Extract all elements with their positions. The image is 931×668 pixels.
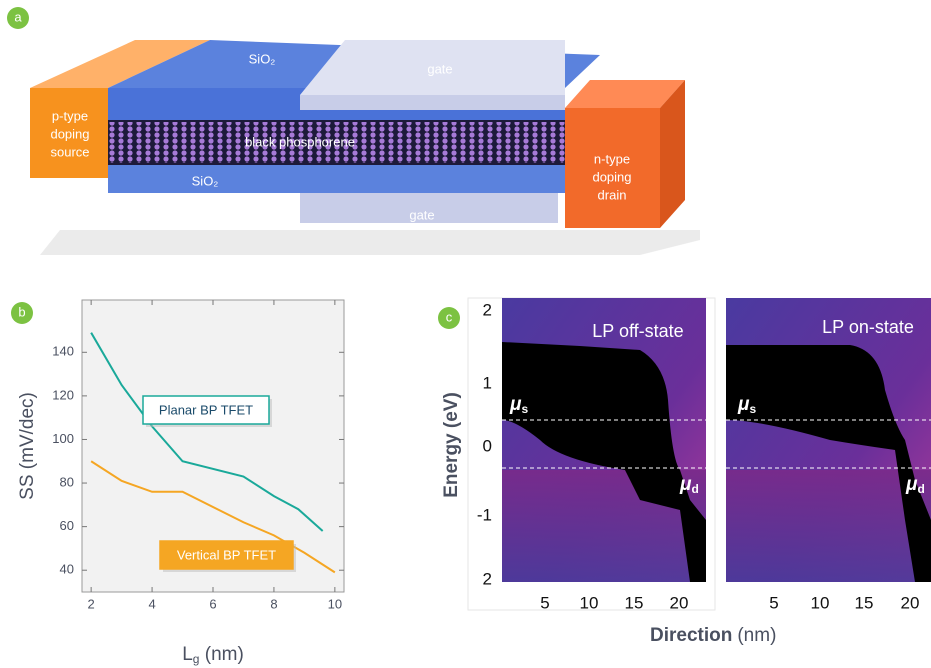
x-tick-label: 8 [270, 596, 277, 611]
map-title: LP off-state [592, 321, 683, 341]
x-tick-label: 20 [901, 593, 920, 612]
y-tick-label: 40 [60, 562, 74, 577]
mu-sub: d [917, 482, 924, 496]
heatmap-band [726, 470, 931, 582]
y-tick-label: 60 [60, 518, 74, 533]
heatmap [726, 298, 931, 582]
mu-sub: s [521, 402, 528, 416]
x-tick-label: 5 [540, 593, 549, 612]
label: gate [409, 207, 434, 222]
y-tick-label: 80 [60, 474, 74, 489]
mu-symbol: μ [905, 474, 918, 495]
shadow [40, 230, 700, 255]
y-tick-label: 100 [52, 431, 74, 446]
map-title: LP on-state [822, 317, 914, 337]
x-axis-label: Direction(nm) [650, 625, 776, 646]
label: n-type [594, 151, 630, 166]
label: SiO₂ [249, 51, 276, 66]
x-axis-label-unit: (nm) [737, 625, 776, 646]
x-axis-label-main: Direction [650, 625, 732, 646]
label: SiO₂ [192, 173, 219, 188]
x-tick-label: 4 [148, 596, 155, 611]
label: source [50, 144, 89, 159]
mu-symbol: μ [509, 394, 522, 415]
y-tick-label: -1 [477, 505, 492, 524]
y-axis-label: Energy (eV) [441, 392, 462, 498]
label: doping [592, 169, 631, 184]
panel-label: c [446, 309, 453, 324]
panel-label: b [18, 304, 25, 319]
x-tick-label: 15 [855, 593, 874, 612]
y-tick-label: 2 [483, 569, 492, 588]
x-tick-label: 5 [769, 593, 778, 612]
mu-sub: d [691, 482, 698, 496]
y-tick-label: 120 [52, 387, 74, 402]
label: gate [427, 61, 452, 76]
mu-symbol: μ [679, 474, 692, 495]
legend-label: Planar BP TFET [159, 402, 253, 417]
label: drain [598, 187, 627, 202]
x-tick-label: 10 [580, 593, 599, 612]
label: doping [50, 126, 89, 141]
x-axis-label: Lg (nm) [182, 644, 244, 666]
figure: a SiO₂ gate p-type doping source black p… [0, 0, 931, 668]
legend-label: Vertical BP TFET [177, 547, 276, 562]
mu-symbol: μ [737, 394, 750, 415]
page: {"panels": { "a": {"label": "a", "sio2_t… [0, 0, 931, 668]
y-tick-label: 0 [483, 436, 492, 455]
oxide-bottom [108, 165, 565, 193]
y-tick-label: 1 [483, 373, 492, 392]
drain [565, 108, 660, 228]
mu-sub: s [749, 402, 756, 416]
panel-label: a [14, 9, 22, 24]
x-tick-label: 10 [811, 593, 830, 612]
label: p-type [52, 108, 88, 123]
x-tick-label: 20 [670, 593, 689, 612]
y-tick-label: 140 [52, 344, 74, 359]
x-axis-label-sub: g [193, 652, 200, 666]
x-axis-label-unit: (nm) [199, 644, 243, 665]
x-tick-label: 15 [625, 593, 644, 612]
y-tick-label: 2 [483, 300, 492, 319]
x-tick-label: 6 [209, 596, 216, 611]
y-axis-label: SS (mV/dec) [17, 392, 38, 500]
x-tick-label: 2 [88, 596, 95, 611]
x-axis-label-main: L [182, 644, 193, 665]
x-tick-label: 10 [328, 596, 342, 611]
label: black phosphorene [245, 134, 355, 149]
